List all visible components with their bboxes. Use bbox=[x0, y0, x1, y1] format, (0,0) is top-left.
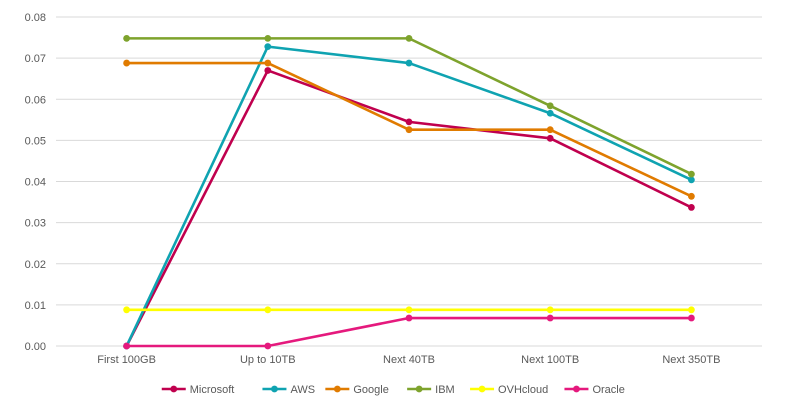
legend-item-google: Google bbox=[325, 384, 389, 396]
legend-item-ibm: IBM bbox=[407, 384, 455, 396]
series-line bbox=[125, 37, 693, 176]
data-point bbox=[688, 170, 695, 178]
legend-swatch-marker bbox=[271, 385, 278, 393]
legend-item-oracle: Oracle bbox=[564, 384, 625, 396]
legend-label: Microsoft bbox=[190, 384, 235, 396]
x-axis: First 100GB Up to 10TB Next 40TB Next 100TB… bbox=[56, 345, 762, 366]
series-lines bbox=[123, 34, 695, 350]
data-point bbox=[264, 43, 272, 51]
x-tick-label: Next 100TB bbox=[521, 354, 579, 366]
x-tick-label: First 100GB bbox=[97, 354, 156, 366]
data-point bbox=[405, 59, 413, 67]
series-oracle bbox=[123, 314, 695, 350]
y-tick-label: 0.07 bbox=[25, 53, 46, 65]
legend-label: IBM bbox=[435, 384, 455, 396]
y-tick-label: 0.02 bbox=[25, 259, 46, 271]
data-point bbox=[264, 59, 272, 67]
x-tick-label: Next 350TB bbox=[662, 354, 720, 366]
data-point bbox=[123, 342, 130, 350]
x-tick-label: Up to 10TB bbox=[240, 354, 296, 366]
data-point bbox=[688, 176, 695, 184]
y-tick-label: 0.05 bbox=[25, 135, 46, 147]
data-point bbox=[546, 314, 554, 322]
data-point bbox=[405, 306, 413, 314]
legend-label: AWS bbox=[290, 384, 315, 396]
data-point bbox=[546, 306, 554, 314]
y-tick-label: 0.08 bbox=[25, 12, 46, 24]
data-point bbox=[264, 34, 272, 42]
legend-label: Google bbox=[353, 384, 388, 396]
series-ovhcloud bbox=[123, 306, 695, 314]
x-tick-label: Next 40TB bbox=[383, 354, 435, 366]
data-point bbox=[688, 306, 695, 314]
y-tick-label: 0.04 bbox=[25, 177, 46, 189]
data-point bbox=[123, 306, 130, 314]
series-line bbox=[125, 45, 693, 348]
data-point bbox=[546, 134, 554, 142]
legend-swatch-marker bbox=[170, 385, 178, 393]
legend: Microsoft AWS Google IBM OVHcloud Oracle bbox=[161, 384, 625, 396]
data-point bbox=[688, 192, 695, 200]
data-point bbox=[123, 59, 130, 67]
y-tick-label: 0.00 bbox=[25, 341, 46, 353]
series-google bbox=[123, 59, 695, 200]
legend-swatch-marker bbox=[415, 385, 423, 393]
y-tick-label: 0.01 bbox=[25, 300, 46, 312]
data-point bbox=[546, 109, 554, 117]
data-point bbox=[688, 314, 695, 322]
series-aws bbox=[123, 43, 695, 350]
legend-item-ovhcloud: OVHcloud bbox=[470, 384, 548, 396]
legend-item-microsoft: Microsoft bbox=[161, 384, 235, 396]
legend-label: Oracle bbox=[592, 384, 624, 396]
data-point bbox=[264, 67, 272, 74]
data-point bbox=[264, 306, 272, 314]
series-ibm bbox=[123, 34, 695, 178]
y-axis: 0.00 0.01 0.02 0.03 0.04 0.05 0.06 0.07 0.08 bbox=[25, 12, 46, 353]
legend-swatch-marker bbox=[333, 385, 341, 393]
y-tick-label: 0.06 bbox=[25, 94, 46, 106]
gridlines bbox=[56, 16, 762, 306]
legend-swatch-marker bbox=[573, 385, 580, 393]
data-point bbox=[546, 102, 554, 110]
data-point bbox=[123, 34, 130, 42]
data-point bbox=[264, 342, 272, 350]
data-point bbox=[688, 204, 695, 211]
data-point bbox=[405, 126, 413, 134]
legend-label: OVHcloud bbox=[498, 384, 548, 396]
series-line bbox=[125, 316, 693, 348]
data-point bbox=[405, 34, 413, 42]
data-point bbox=[546, 126, 554, 134]
legend-swatch-marker bbox=[478, 385, 486, 393]
data-point bbox=[405, 118, 413, 126]
y-tick-label: 0.03 bbox=[25, 218, 46, 230]
legend-item-aws: AWS bbox=[262, 384, 315, 396]
data-point bbox=[405, 314, 413, 322]
